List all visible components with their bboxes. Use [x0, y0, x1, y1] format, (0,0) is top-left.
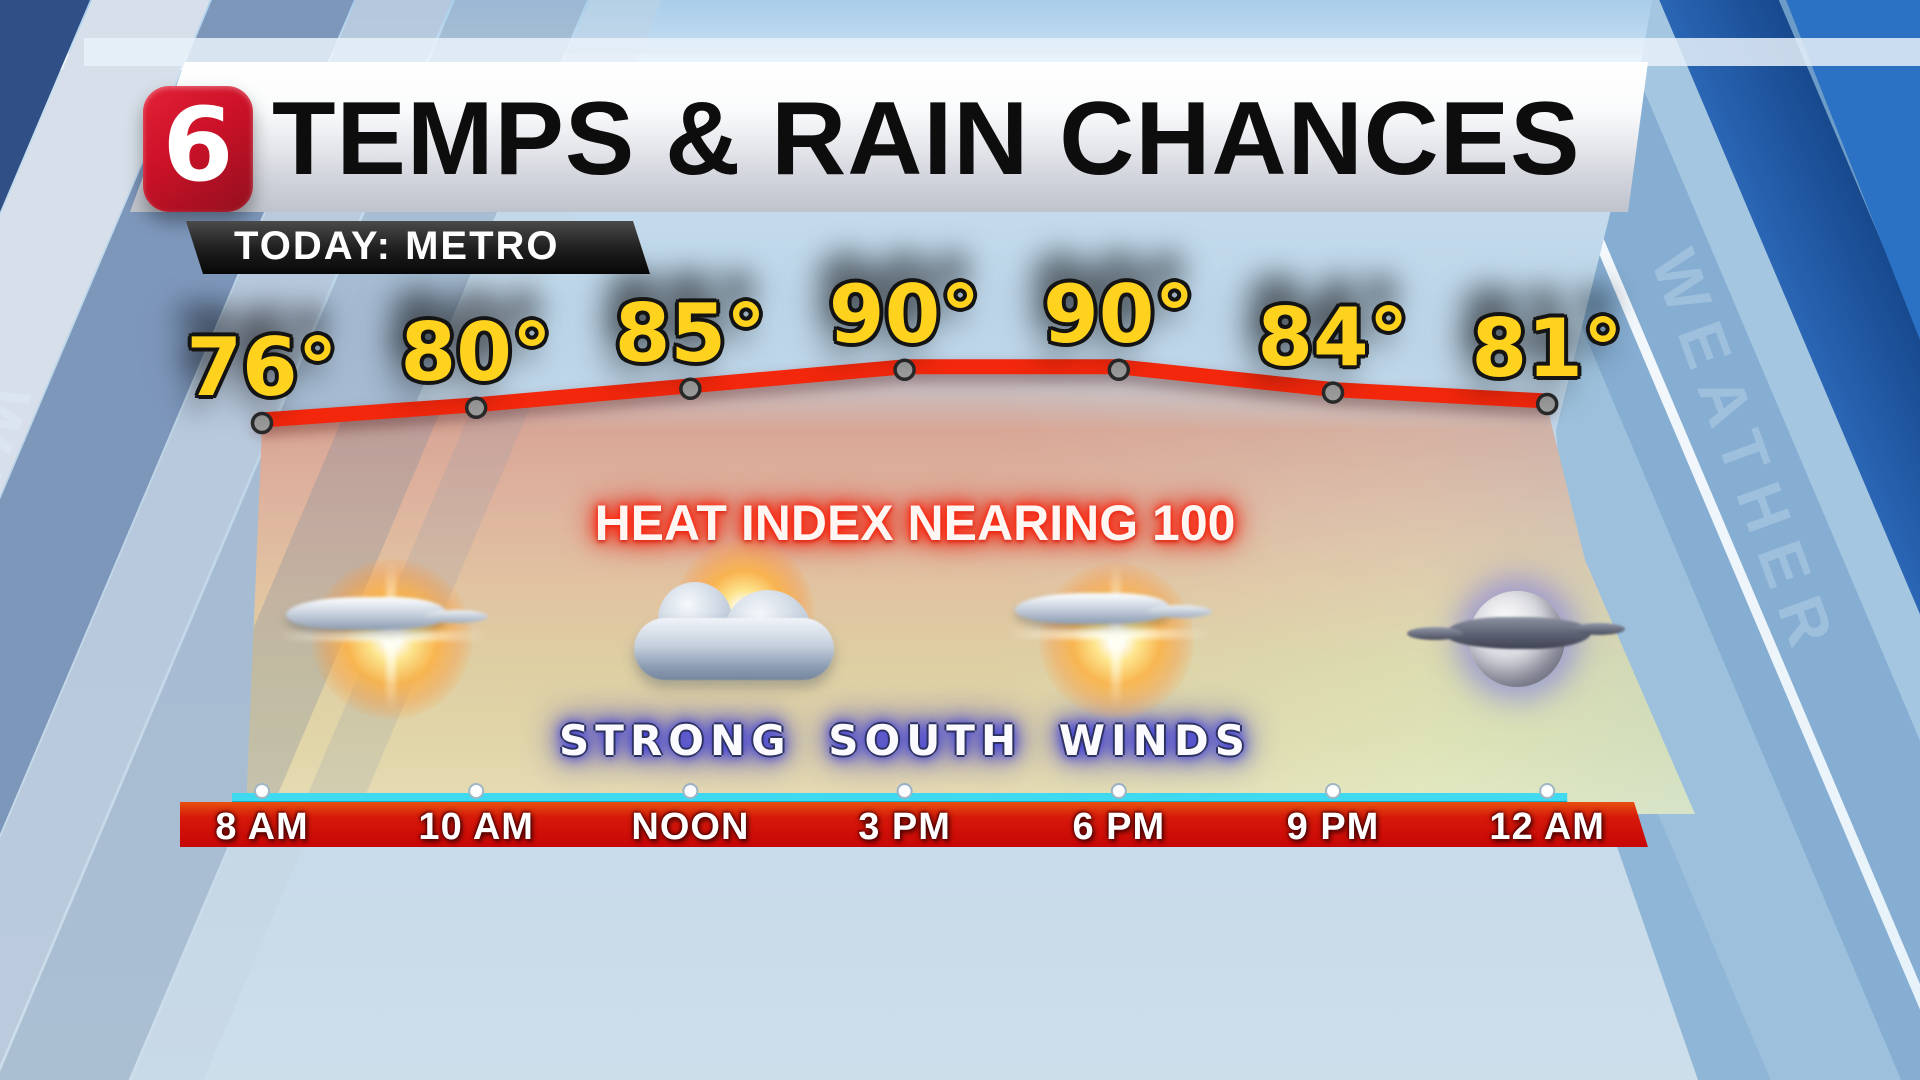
sun-flare: [1111, 563, 1121, 708]
temp-label: 80°: [398, 305, 554, 399]
header-underbar: [84, 38, 1920, 66]
page-title: TEMPS & RAIN CHANCES: [272, 80, 1581, 197]
location-tag-bar: [186, 221, 650, 274]
temp-label: 84°: [1255, 290, 1411, 384]
station-logo-number: 6: [162, 85, 234, 205]
time-label: NOON: [631, 806, 750, 848]
winds-annotation: STRONG SOUTH WINDS: [559, 716, 1251, 765]
time-label: 3 PM: [858, 806, 951, 848]
sun-flare: [386, 561, 396, 711]
wispy-cloud: [1015, 593, 1212, 624]
wispy-cloud: [286, 597, 488, 630]
location-tag-label: TODAY: METRO: [234, 224, 560, 268]
time-label: 6 PM: [1072, 806, 1166, 848]
time-label: 9 PM: [1286, 806, 1380, 848]
time-label: 12 AM: [1489, 806, 1605, 848]
mostly-sunny-icon: [995, 549, 1225, 719]
sun-flare: [278, 631, 488, 641]
station-logo: 6: [143, 86, 253, 212]
header-title-bar: [130, 62, 1648, 212]
time-label: 10 AM: [418, 806, 534, 848]
temp-label: 81°: [1469, 302, 1625, 395]
heat-index-annotation: HEAT INDEX NEARING 100: [594, 495, 1236, 551]
time-axis-bar: [180, 802, 1648, 847]
temp-label: 90°: [1041, 267, 1197, 361]
mostly-sunny-icon: [268, 549, 498, 719]
moon-cloud: [1407, 617, 1625, 649]
cloudy-moon-icon: [1407, 555, 1625, 725]
temp-label: 90°: [826, 267, 982, 361]
partly-cloudy-icon: [612, 540, 862, 720]
time-label: 8 AM: [215, 806, 309, 848]
cloud-body: [634, 618, 834, 680]
temp-label: 76°: [184, 321, 340, 414]
sun-flare: [1007, 629, 1212, 639]
temp-label: 85°: [612, 286, 768, 380]
